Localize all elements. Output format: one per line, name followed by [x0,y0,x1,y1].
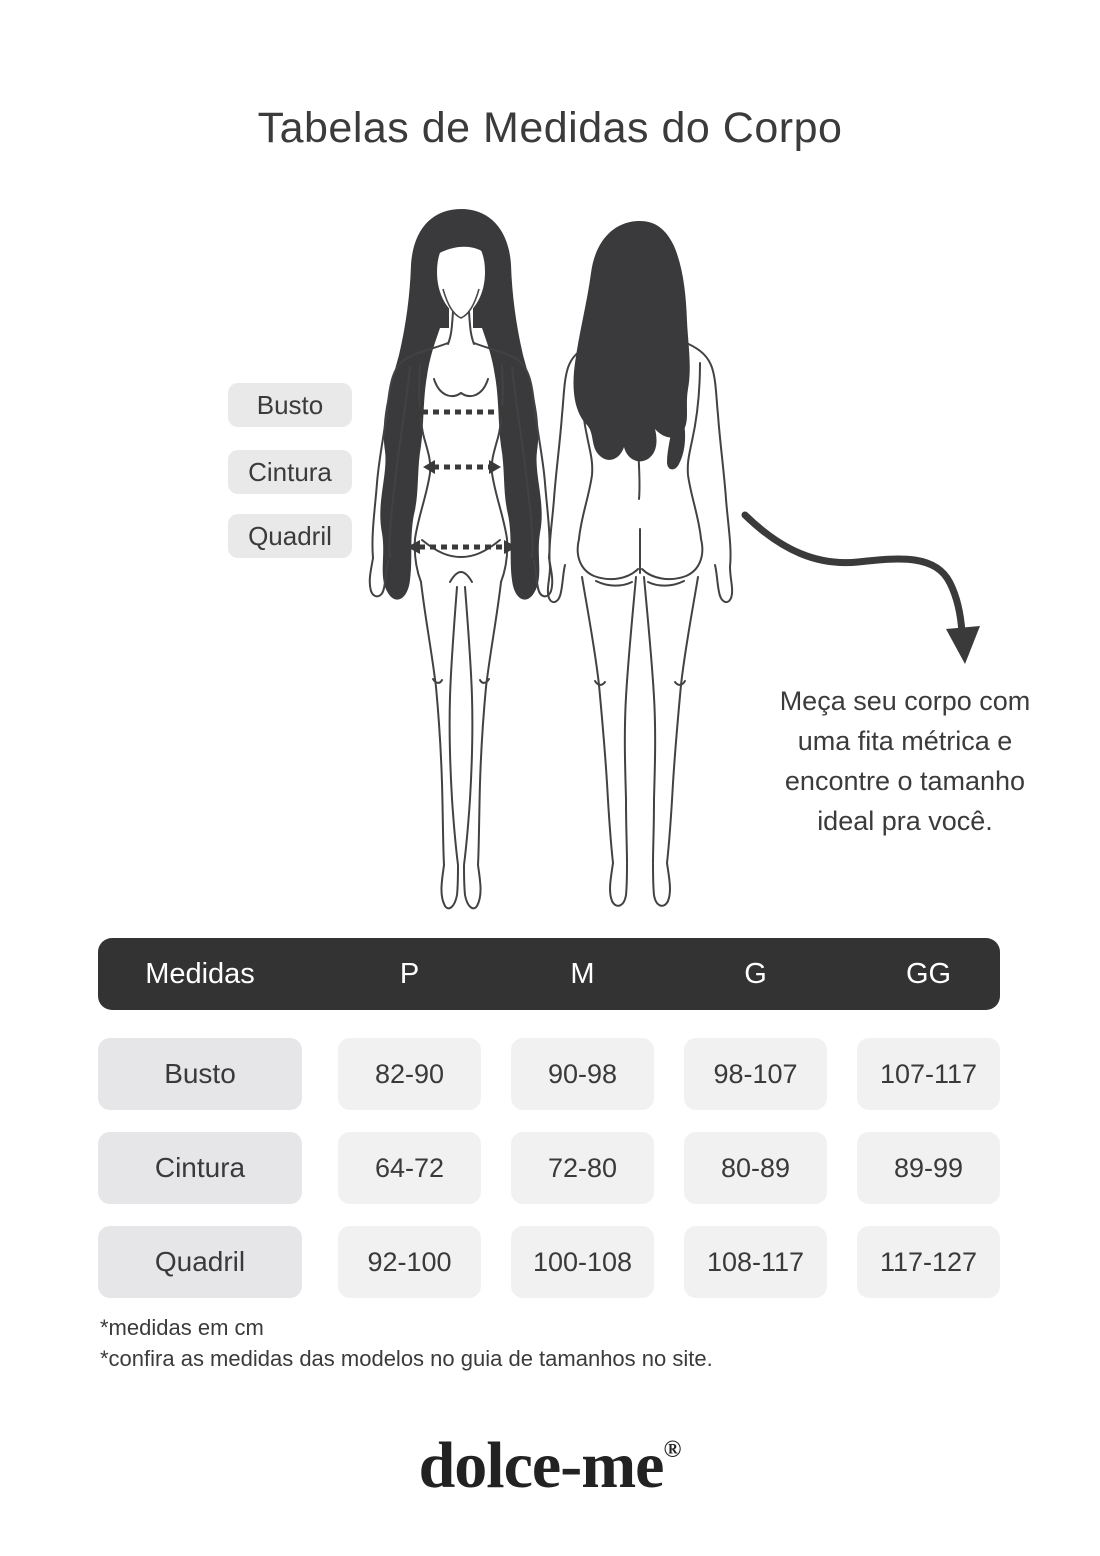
value-cell: 89-99 [857,1132,1000,1204]
row-label-cell: Cintura [98,1132,302,1204]
header-size-m: M [570,957,595,990]
footnote-units: *medidas em cm [100,1315,264,1340]
note-line: encontre o tamanho [784,766,1026,796]
value-cell: 108-117 [684,1226,827,1298]
footnotes: *medidas em cm *confira as medidas das m… [100,1312,713,1374]
front-figure [368,209,554,910]
back-figure [546,221,734,907]
header-size-gg: GG [905,957,952,990]
row-label-cell: Busto [98,1038,302,1110]
size-table-header: Medidas P M G GG [98,938,1000,1010]
header-medidas: Medidas [145,957,255,990]
waist-measure-line [423,460,501,474]
value-cell: 117-127 [857,1226,1000,1298]
value-cell: 72-80 [511,1132,654,1204]
note-line: Meça seu corpo com [779,686,1031,716]
note-line: ideal pra você. [817,806,993,836]
header-size-p: P [399,957,420,990]
value-cell: 98-107 [684,1038,827,1110]
footnote-site: *confira as medidas das modelos no guia … [100,1346,713,1371]
page-title: Tabelas de Medidas do Corpo [257,104,843,152]
header-size-g: G [744,957,767,990]
waist-measure-label: Cintura [228,450,352,494]
hip-measure-line [407,540,517,554]
brand-logo: dolce-me® [0,1428,1100,1504]
brand-name: dolce-me [418,1429,665,1502]
measurement-note: Meça seu corpo com uma fita métrica e en… [745,681,1065,841]
table-row-quadril: Quadril 92-100 100-108 108-117 117-127 [98,1226,1000,1298]
value-cell: 80-89 [684,1132,827,1204]
body-measurement-illustration [368,209,980,910]
curved-arrow-icon [741,511,980,664]
value-cell: 92-100 [338,1226,481,1298]
bust-measure-label: Busto [228,383,352,427]
value-cell: 90-98 [511,1038,654,1110]
hip-measure-label: Quadril [228,514,352,558]
table-row-busto: Busto 82-90 90-98 98-107 107-117 [98,1038,1000,1110]
value-cell: 107-117 [857,1038,1000,1110]
value-cell: 64-72 [338,1132,481,1204]
note-line: uma fita métrica e [797,726,1013,756]
row-label-cell: Quadril [98,1226,302,1298]
bust-measure-line [410,405,514,419]
value-cell: 82-90 [338,1038,481,1110]
table-row-cintura: Cintura 64-72 72-80 80-89 89-99 [98,1132,1000,1204]
value-cell: 100-108 [511,1226,654,1298]
registered-trademark-icon: ® [663,1437,682,1463]
